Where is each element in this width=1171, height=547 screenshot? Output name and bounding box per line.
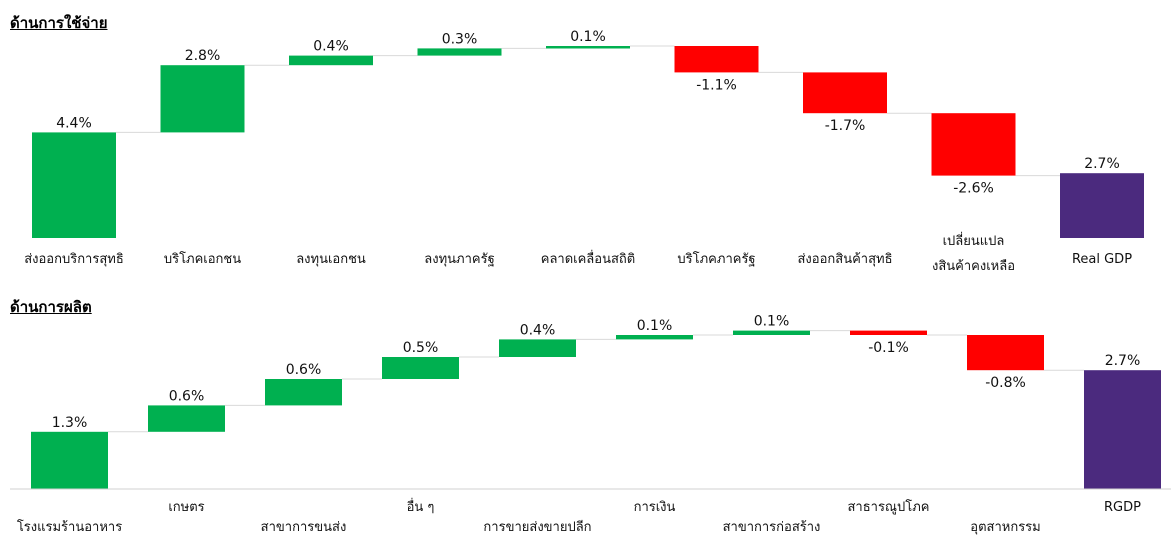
value-label-1: 2.8% [185,48,221,64]
category-label-6: ส่งออกสินค้าสุทธิ [797,252,892,267]
value-label-8: -0.8% [985,375,1026,391]
category-label-4: การขายส่งขายปลีก [483,519,591,535]
expenditure-section-title: ด้านการใช้จ่าย [10,14,108,32]
category-label-5: บริโภคภาครัฐ [677,251,755,267]
bar-7 [850,330,927,335]
value-label-5: -1.1% [696,77,737,93]
value-label-2: 0.4% [313,39,349,55]
bar-9 [1084,370,1161,489]
bar-0 [31,431,108,489]
category-label-1: เกษตร [168,500,204,515]
bar-6 [803,72,887,114]
category-label-9: RGDP [1104,500,1141,515]
value-label-3: 0.3% [442,31,478,47]
value-label-0: 1.3% [52,415,88,431]
category-label-0: ส่งออกบริการสุทธิ [24,252,124,267]
category-label-8: อุตสาหกรรม [970,520,1040,535]
value-label-4: 0.4% [520,322,556,338]
category-label-5: การเงิน [634,500,676,515]
category-label-4: คลาดเคลื่อนสถิติ [541,250,635,267]
category-label-2: สาขาการขนส่ง [261,520,347,535]
bar-2 [265,379,342,406]
waterfall-chart-production: 1.3% โรงแรมร้านอาหาร 0.6% เกษตร 0.6% สาขาการข… [10,314,1171,535]
value-label-5: 0.1% [637,318,673,334]
bar-3 [417,48,502,56]
value-label-1: 0.6% [169,388,205,404]
bar-7 [931,113,1016,176]
bar-5 [674,46,759,73]
value-label-0: 4.4% [56,115,92,131]
value-label-7: -2.6% [953,181,994,197]
bar-8 [967,335,1044,371]
bar-1 [148,405,225,432]
category-label-3: ลงทุนภาครัฐ [424,252,495,267]
category-label-1: บริโภคเอกชน [164,251,241,267]
waterfall-chart-expenditure: 4.4% ส่งออกบริการสุทธิ 2.8% บริโภคเอกชน 0.4%… [24,29,1144,274]
category-label-8: Real GDP [1072,252,1132,267]
bar-3 [382,357,459,379]
bar-4 [546,46,630,49]
value-label-7: -0.1% [868,340,909,356]
value-label-3: 0.5% [403,340,439,356]
production-section-title: ด้านการผลิต [10,298,92,316]
bar-6 [733,330,810,335]
value-label-6: -1.7% [825,118,866,134]
category-label-3: อื่น ๆ [406,498,434,515]
category-label-2: ลงทุนเอกชน [296,252,366,267]
value-label-4: 0.1% [570,29,606,45]
bar-8 [1060,173,1144,238]
category-label-7: สาธารณูปโภค [847,499,929,515]
value-label-6: 0.1% [754,314,790,330]
bar-1 [160,65,245,133]
value-label-2: 0.6% [286,362,322,378]
value-label-8: 2.7% [1084,156,1120,172]
bar-2 [289,55,373,66]
bar-4 [499,339,576,357]
category-label-0: โรงแรมร้านอาหาร [17,519,122,535]
bar-5 [616,335,693,340]
category-label-7: เปลี่ยนแปลงสินค้าคงเหลือ [932,232,1015,274]
value-label-9: 2.7% [1105,353,1141,369]
category-label-6: สาขาการก่อสร้าง [723,520,821,535]
bar-0 [32,132,116,238]
